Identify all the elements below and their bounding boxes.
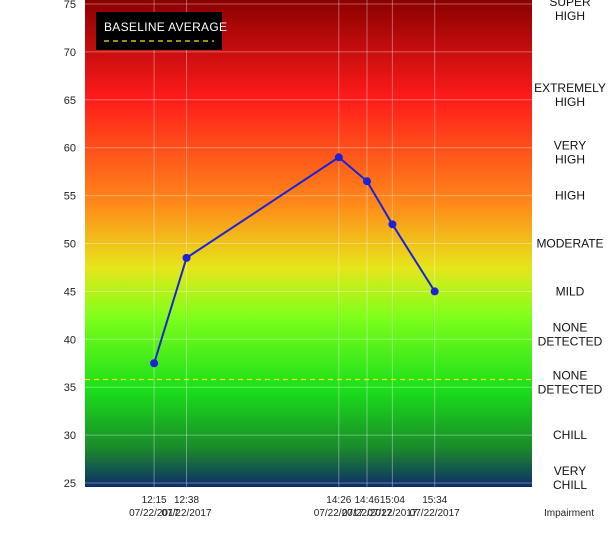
zone-label: NONE [553,368,588,382]
zone-label: MILD [556,284,585,298]
y-tick-label: 40 [64,334,76,346]
legend-box [96,12,222,50]
data-point [363,177,372,186]
x-tick-date: 07/22/2017 [129,508,179,519]
y-tick-label: 25 [64,478,76,490]
zone-label: HIGH [555,95,585,109]
zone-label: MODERATE [536,237,603,251]
zone-labels: SUPERHIGHEXTREMELYHIGHVERYHIGHHIGHMODERA… [534,0,606,492]
grid-lines [85,0,532,487]
x-axis-label: Impairment [544,508,594,519]
y-tick-label: 60 [64,143,76,155]
x-tick-date: 07/22/2017 [367,508,417,519]
zone-label: HIGH [555,9,585,23]
zone-label: HIGH [555,189,585,203]
y-tick-label: 35 [64,382,76,394]
zone-label: VERY [554,138,586,152]
y-tick-label: 70 [64,47,76,59]
data-point [334,153,343,162]
y-tick-label: 45 [64,286,76,298]
data-point [388,220,397,229]
zone-label: HIGH [555,152,585,166]
legend: BASELINE AVERAGE [96,12,227,50]
x-tick-time: 15:04 [380,495,405,506]
series-line [153,156,436,364]
legend-label: BASELINE AVERAGE [104,20,227,34]
zone-label: CHILL [553,428,587,442]
x-axis-ticks: 12:15 07/22/2017 12:38 07/22/2017 14:26 07/22… [129,495,460,519]
x-tick-date: 07/22/2017 [314,508,364,519]
y-tick-label: 30 [64,430,76,442]
y-tick-label: 75 [64,0,76,11]
x-tick-date: 07/22/2017 [410,508,460,519]
zone-label: NONE [553,321,588,335]
data-points [150,153,439,368]
x-tick-time: 14:46 [355,495,380,506]
x-tick-time: 14:26 [326,495,351,506]
y-tick-label: 65 [64,95,76,107]
x-tick-time: 15:34 [422,495,447,506]
zone-label: SUPER [549,0,591,9]
zone-label: DETECTED [538,382,603,396]
zone-label: VERY [554,464,586,478]
zone-label: EXTREMELY [534,81,606,95]
x-tick-date: 07/22/2017 [342,508,392,519]
zone-label: CHILL [553,478,587,492]
y-tick-label: 55 [64,191,76,203]
data-point [182,253,191,262]
data-point [430,287,439,296]
y-axis-ticks: 25 30 35 40 45 50 55 60 65 70 75 [64,0,76,490]
zone-label: DETECTED [538,335,603,349]
data-point [150,359,159,368]
x-tick-time: 12:38 [174,495,199,506]
x-tick-date: 07/22/2017 [161,508,211,519]
plot-background [85,0,532,487]
x-tick-time: 12:15 [142,495,167,506]
y-tick-label: 50 [64,239,76,251]
